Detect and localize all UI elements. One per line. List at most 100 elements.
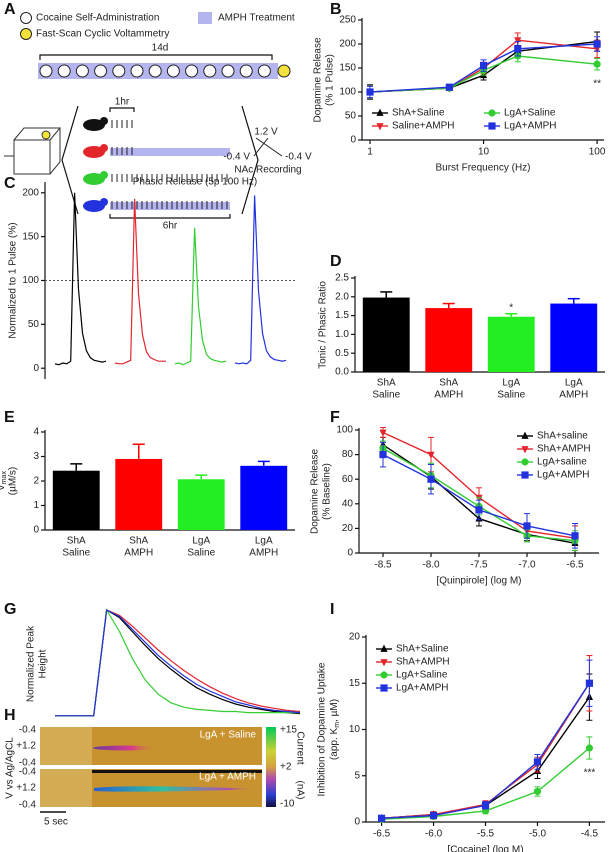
x-tick-label: AMPH — [249, 548, 278, 559]
y-axis-label: Height — [38, 649, 49, 678]
session-dot — [148, 64, 162, 78]
bar — [52, 470, 100, 530]
y-tick-label: 80 — [342, 449, 354, 460]
panel-label: H — [4, 707, 16, 724]
colorbar-label: +15 — [280, 725, 297, 736]
x-tick-label: ShA — [67, 536, 86, 547]
series-line — [381, 682, 590, 819]
label-part: m — [334, 722, 341, 728]
x-tick-label: LgA — [192, 536, 210, 547]
y-tick-label: 20 — [349, 632, 361, 643]
voltage-label: -0.4 V — [223, 152, 250, 163]
session-dot — [75, 64, 89, 78]
annotation: * — [509, 302, 513, 313]
y-tick-label: 2.0 — [335, 291, 349, 302]
schedule-rows — [83, 117, 230, 212]
legend-icon — [20, 28, 32, 40]
rat-icon — [83, 200, 105, 212]
session-dot — [166, 64, 180, 78]
series-line — [174, 227, 227, 366]
voltage-label: -0.4 — [19, 800, 37, 811]
y-axis-label: (% 1 Pulse) — [325, 54, 336, 106]
legend-marker — [380, 644, 388, 652]
panel-h: H V vs Ag/AgCL -0.4 +1.2 -0.4 -0.4 +1.2 … — [4, 707, 305, 827]
legend-label: ShA+Saline — [392, 108, 445, 119]
y-tick-label: 1 — [33, 500, 39, 511]
point — [427, 475, 435, 483]
point — [427, 451, 435, 459]
y-tick-label: 5 — [354, 770, 360, 781]
point — [445, 83, 453, 91]
x-tick-label: 1 — [367, 147, 373, 158]
amph-bar — [110, 202, 230, 210]
legend-label: LgA+Saline — [396, 670, 448, 681]
rat-icon — [83, 119, 105, 131]
point — [379, 429, 387, 437]
point — [514, 45, 522, 53]
series-line — [55, 609, 301, 717]
legend-marker — [380, 684, 388, 692]
scale-label: 5 sec — [44, 817, 68, 828]
panel-label: A — [4, 1, 16, 18]
point — [481, 801, 490, 809]
x-tick-label: LgA — [502, 378, 520, 389]
y-tick-label: 50 — [345, 111, 357, 122]
heatmap-signal — [92, 770, 262, 773]
x-tick-label: -6.0 — [425, 829, 443, 840]
session-dot — [112, 64, 126, 78]
x-tick-label: ShA — [377, 378, 396, 389]
rat-icon — [100, 144, 108, 152]
legend-marker — [380, 659, 388, 667]
label-part: V — [0, 484, 7, 491]
legend-marker — [488, 109, 496, 117]
x-tick-label: AMPH — [434, 390, 463, 401]
session-dot — [203, 64, 217, 78]
legend-marker — [488, 122, 496, 130]
colorbar-title: Current — [294, 731, 305, 765]
y-tick-label: 150 — [22, 231, 39, 242]
y-tick-label: 0 — [350, 135, 356, 146]
waveform — [253, 137, 283, 157]
bracket — [39, 54, 273, 60]
x-tick-label: -8.0 — [422, 560, 440, 571]
condition-label: LgA + AMPH — [199, 772, 256, 783]
legend-label: LgA+AMPH — [396, 683, 449, 694]
x-tick-label: -7.5 — [470, 560, 488, 571]
x-tick-label: -7.0 — [518, 560, 536, 571]
legend-marker — [521, 431, 529, 439]
point — [429, 811, 438, 820]
point — [585, 744, 594, 752]
colorbar-title: (nA) — [294, 781, 305, 800]
y-tick-label: 4 — [33, 427, 39, 438]
x-tick-label: -6.5 — [373, 829, 391, 840]
y-axis-label: Normalized Peak — [26, 625, 37, 702]
legend-marker — [380, 671, 388, 679]
point — [479, 62, 488, 70]
bar — [425, 308, 473, 372]
y-axis-label: Vmax — [0, 471, 8, 491]
point — [593, 60, 601, 68]
y-tick-label: 50 — [28, 319, 40, 330]
voltage-label: 1.2 V — [254, 127, 278, 138]
colorbar-label: +2 — [280, 762, 292, 773]
y-tick-label: 200 — [339, 39, 356, 50]
panel-label: D — [330, 253, 342, 270]
y-axis-label: (% Baseline) — [322, 463, 333, 520]
rat-icon — [100, 198, 108, 206]
point — [523, 522, 531, 530]
y-tick-label: 15 — [349, 678, 361, 689]
session-label: 6hr — [163, 221, 178, 232]
y-tick-label: 20 — [342, 523, 354, 534]
colorbar — [266, 727, 276, 807]
point — [571, 532, 579, 540]
y-axis-label: Dopamine Release — [310, 449, 321, 534]
y-tick-label: 100 — [22, 275, 39, 286]
x-tick-label: Saline — [62, 548, 90, 559]
y-tick-label: 0.5 — [335, 348, 349, 359]
x-tick-label: ShA — [439, 378, 458, 389]
point — [585, 679, 594, 687]
session-dot — [185, 64, 199, 78]
legend-label: LgA+Saline — [504, 108, 556, 119]
y-tick-label: 3 — [33, 451, 39, 462]
